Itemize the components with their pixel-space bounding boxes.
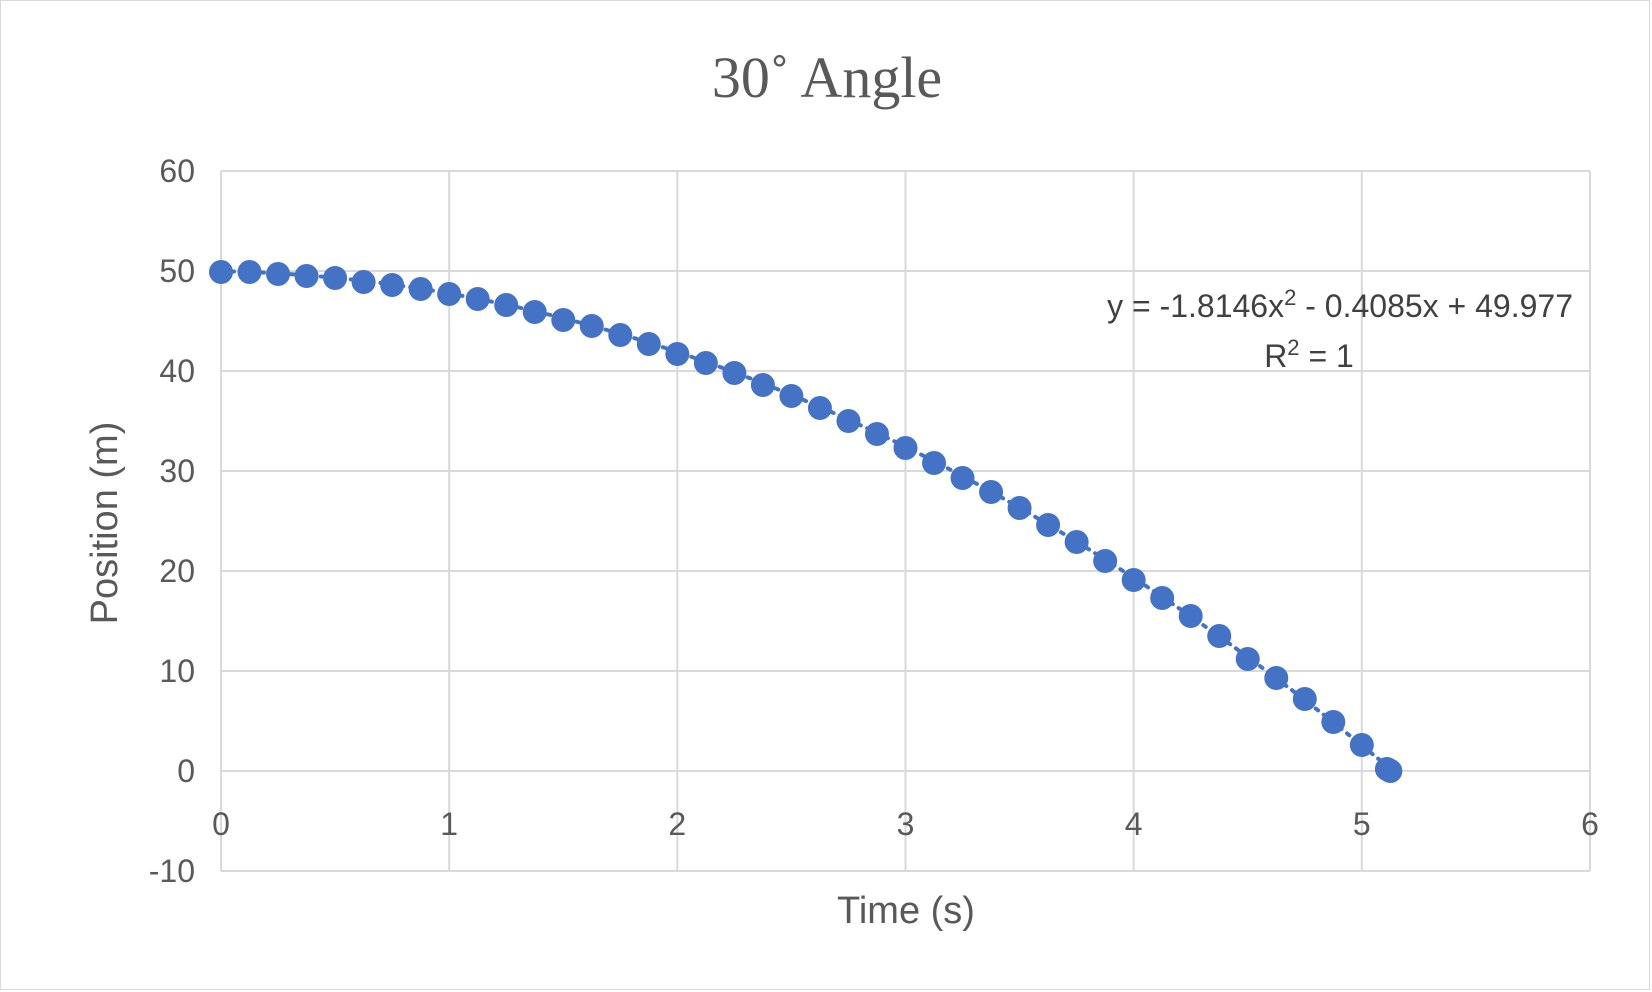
data-point: [437, 282, 462, 306]
data-point: [408, 277, 433, 301]
y-tick-label: -10: [149, 853, 195, 889]
data-point: [1121, 568, 1146, 592]
x-tick-label: 3: [897, 806, 915, 842]
data-point: [551, 308, 576, 332]
data-point: [351, 270, 376, 294]
data-point: [665, 342, 690, 366]
x-tick-label: 0: [212, 806, 230, 842]
data-point: [1349, 733, 1374, 757]
x-tick-label: 6: [1581, 806, 1599, 842]
data-point: [922, 451, 947, 475]
x-axis-title: Time (s): [837, 890, 975, 932]
y-axis-ticks: -10 0 10 20 30 40 50 60: [149, 153, 195, 889]
y-tick-label: 20: [159, 553, 195, 589]
x-axis-ticks: 0 1 2 3 4 5 6: [212, 806, 1599, 842]
data-point: [209, 260, 233, 284]
data-point: [636, 332, 661, 356]
data-point: [579, 314, 604, 338]
data-point: [950, 466, 975, 490]
y-axis-title: Position (m): [84, 422, 126, 625]
data-point: [722, 361, 747, 385]
chart-title: 30˚ Angle: [712, 45, 942, 110]
y-tick-label: 40: [159, 353, 195, 389]
data-points: [209, 260, 1403, 783]
data-point: [1064, 530, 1089, 554]
data-point: [1150, 586, 1175, 610]
y-tick-label: 50: [159, 253, 195, 289]
data-point: [1378, 759, 1403, 783]
data-point: [294, 264, 319, 288]
data-point: [323, 266, 348, 290]
data-point: [1321, 710, 1346, 734]
data-point: [693, 351, 718, 375]
data-point: [1264, 666, 1289, 690]
data-point: [465, 287, 490, 311]
trendline-path: [219, 269, 1393, 771]
y-tick-label: 60: [159, 153, 195, 189]
x-tick-label: 4: [1125, 806, 1143, 842]
y-tick-label: 30: [159, 453, 195, 489]
data-point: [1292, 687, 1317, 711]
trendline-equation: y = -1.8146x2 - 0.4085x + 49.977: [1107, 285, 1573, 324]
trendline-r-squared: R2 = 1: [1264, 335, 1354, 374]
data-point: [1007, 496, 1032, 520]
data-point: [1178, 604, 1203, 628]
data-point: [836, 409, 861, 433]
data-point: [979, 480, 1004, 504]
data-point: [608, 323, 633, 347]
data-point: [494, 293, 519, 317]
y-tick-label: 10: [159, 653, 195, 689]
y-tick-label: 0: [177, 753, 195, 789]
data-point: [893, 436, 918, 460]
data-point: [1093, 549, 1118, 573]
data-point: [266, 262, 291, 286]
data-point: [380, 273, 405, 297]
data-point: [807, 396, 832, 420]
data-point: [1036, 513, 1061, 537]
data-point: [1207, 624, 1232, 648]
data-point: [522, 300, 547, 324]
trendline: [219, 269, 1393, 771]
data-point: [864, 422, 889, 446]
data-point: [750, 373, 775, 397]
data-point: [779, 384, 804, 408]
data-point: [237, 260, 262, 284]
data-point: [1235, 647, 1260, 671]
x-tick-label: 2: [668, 806, 686, 842]
x-tick-label: 1: [440, 806, 458, 842]
x-tick-label: 5: [1353, 806, 1371, 842]
